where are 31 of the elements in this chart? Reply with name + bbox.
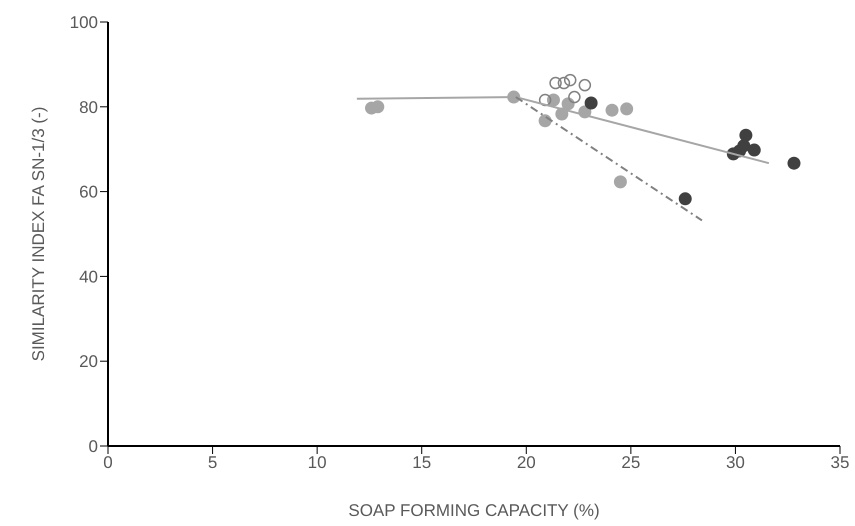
point	[739, 128, 752, 142]
y-tick-label: 100	[70, 13, 98, 32]
point	[620, 102, 634, 116]
point	[606, 104, 619, 117]
point	[558, 76, 570, 90]
x-tick-label: 25	[621, 453, 640, 472]
point	[538, 94, 552, 106]
point	[614, 175, 627, 188]
point	[584, 96, 598, 110]
point	[748, 144, 761, 157]
x-tick-label: 15	[412, 453, 432, 472]
point	[568, 90, 581, 104]
y-tick-label: 80	[79, 98, 98, 117]
point	[564, 74, 576, 86]
point	[538, 114, 552, 128]
x-tick-label: 5	[208, 453, 218, 472]
x-tick-label: 30	[726, 453, 745, 472]
y-axis-title: SIMILARITY INDEX FA SN-1/3 (-)	[29, 106, 48, 362]
x-tick-label: 20	[516, 453, 536, 472]
x-tick-label: 0	[103, 453, 113, 472]
point	[787, 156, 800, 170]
x-axis-title: SOAP FORMING CAPACITY (%)	[348, 501, 600, 520]
y-tick-label: 60	[79, 182, 98, 202]
point	[678, 192, 692, 206]
point	[578, 78, 592, 92]
y-tick-label: 0	[88, 437, 98, 456]
y-tick-label: 20	[79, 352, 98, 372]
x-tick-label: 10	[308, 453, 327, 472]
x-tick-label: 35	[830, 453, 850, 472]
point	[549, 76, 562, 90]
y-tick-label: 40	[79, 267, 98, 286]
